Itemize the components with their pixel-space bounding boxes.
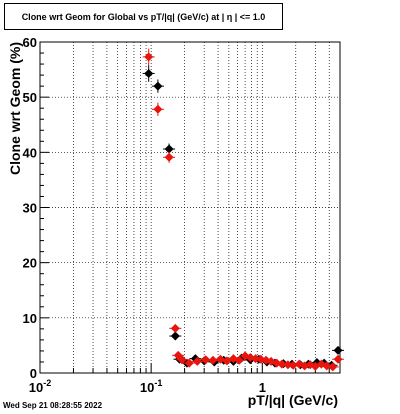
y-tick-label: 60 [23,35,37,50]
data-point [164,144,174,154]
y-tick-label: 50 [23,90,37,105]
grid-lines [40,42,340,373]
data-point [164,152,174,162]
data-point [277,359,287,369]
data-point [153,81,163,91]
data-point [322,361,332,371]
timestamp: Wed Sep 21 08:28:55 2022 [3,401,103,410]
tick-marks [39,41,341,374]
data-point [215,354,225,364]
data-point [170,331,180,341]
data-point [300,361,310,371]
series-1 [142,48,345,372]
series-0 [142,65,345,370]
data-point [153,104,163,114]
y-tick-label: 0 [30,366,37,381]
data-point [328,362,338,372]
y-axis-label: Clone wrt Geom (%) [7,42,23,175]
y-tick-label: 40 [23,145,37,160]
data-point [333,354,343,364]
chart-title: Clone wrt Geom for Global vs pT/|q| (GeV… [4,3,283,30]
data-point [177,355,187,365]
x-tick-label: 1 [259,380,266,395]
data-point [283,360,293,370]
data-point [288,360,298,370]
x-axis-label: pT/|q| (GeV/c) [248,392,338,408]
data-point [170,323,180,333]
data-point [192,356,202,366]
data-point [333,345,343,355]
y-tick-label: 20 [23,256,37,271]
data-point [234,355,244,365]
y-tick-label: 30 [23,201,37,216]
data-point [144,52,154,62]
data-point [251,354,261,364]
y-tick-label: 10 [23,311,37,326]
data-point [184,358,194,368]
data-series [142,48,345,372]
x-tick-label: 10-1 [140,378,162,395]
data-point [144,68,154,78]
data-point [208,355,218,365]
data-point [201,355,211,365]
